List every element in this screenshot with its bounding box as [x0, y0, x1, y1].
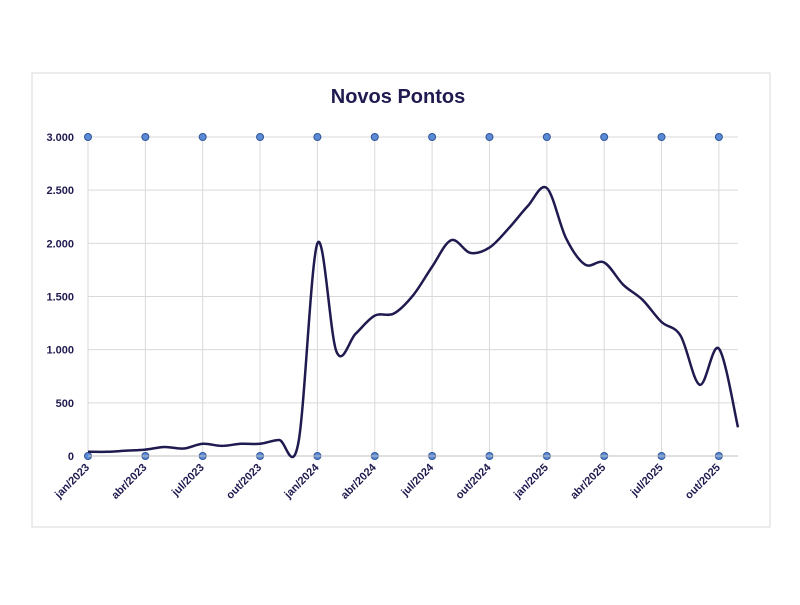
grid-marker — [198, 133, 207, 141]
y-tick-label: 3.000 — [46, 132, 74, 144]
line — [87, 185, 740, 459]
grid-marker — [485, 133, 494, 141]
y-tick-label: 2.500 — [46, 185, 74, 197]
chart-title: Novos Pontos — [331, 86, 465, 108]
y-tick-label: 0 — [68, 451, 74, 463]
grid-marker — [84, 133, 92, 141]
y-tick-label: 1.000 — [46, 345, 74, 357]
grid-marker — [657, 133, 666, 141]
grid-marker — [542, 133, 551, 141]
grid-marker — [428, 133, 437, 141]
y-tick-label: 1.500 — [46, 292, 74, 304]
grid-marker — [600, 133, 609, 141]
grid-marker — [370, 133, 379, 141]
grid-marker — [714, 133, 723, 141]
grid-marker — [256, 133, 265, 141]
y-tick-label: 500 — [56, 398, 74, 410]
chart-frame — [31, 72, 771, 528]
grid-marker — [313, 133, 322, 141]
y-tick-label: 2.000 — [46, 238, 74, 250]
grid-marker — [141, 133, 150, 141]
